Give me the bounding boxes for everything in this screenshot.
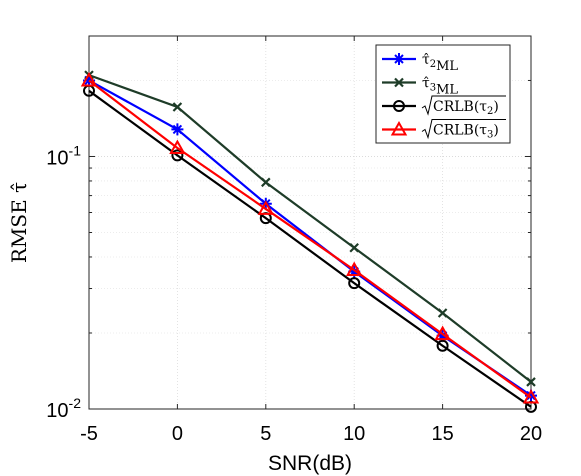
circle-marker [393,100,405,112]
x-tick-label: 20 [520,423,542,445]
sqrt-sign [421,95,506,116]
y-tick-label: 10-1 [46,142,81,169]
x-marker [261,177,271,188]
x-tick-label: -5 [80,423,98,445]
plot-frame [88,35,532,410]
legend-entry-1: τ̂2ML [382,52,458,74]
series-line [88,74,532,383]
circle-marker [436,339,449,352]
legend-entry-2: τ̂3ML [382,76,458,98]
triangle-marker [257,200,275,215]
x-marker [349,242,359,253]
series-4 [80,71,540,404]
x-marker [394,77,404,88]
series-lines [80,70,540,413]
legend-label: CRLB(τ3) [433,123,499,141]
star-marker [348,265,361,278]
circle-marker [171,149,184,162]
star-marker [525,389,537,402]
triangle-marker [80,71,98,87]
x-marker [526,377,536,387]
star-marker [436,329,449,342]
series-line [88,89,532,408]
y-tick-label: 10-2 [46,395,81,422]
y-axis-title: RMSE τ̂ [7,182,31,263]
x-tick-label: 5 [260,423,271,445]
star-marker [393,53,405,65]
x-marker [437,308,448,318]
sqrt-sign [421,119,506,140]
circle-marker [348,277,361,290]
legend-label: τ̂2ML [422,52,458,74]
triangle-marker [434,325,451,341]
x-tick-label: 0 [172,423,183,445]
triangle-marker [522,389,540,404]
x-tick-label: 10 [343,423,365,445]
x-marker [172,102,183,112]
axis-ticks: -5 0 5 10 15 20 10-1 10-2 [46,35,542,445]
triangle-marker [390,120,408,136]
x-tick-label: 15 [431,423,453,445]
legend-entry-4: CRLB(τ3) [382,119,506,141]
star-marker [171,123,184,136]
star-marker [83,74,95,87]
legend-label: CRLB(τ2) [433,99,499,117]
legend-entry-3: CRLB(τ2) [382,95,506,117]
legend-label: τ̂3ML [422,76,458,98]
series-line [88,79,532,399]
triangle-marker [345,261,363,277]
x-axis-title: SNR(dB) [268,452,352,475]
triangle-marker [169,139,186,155]
